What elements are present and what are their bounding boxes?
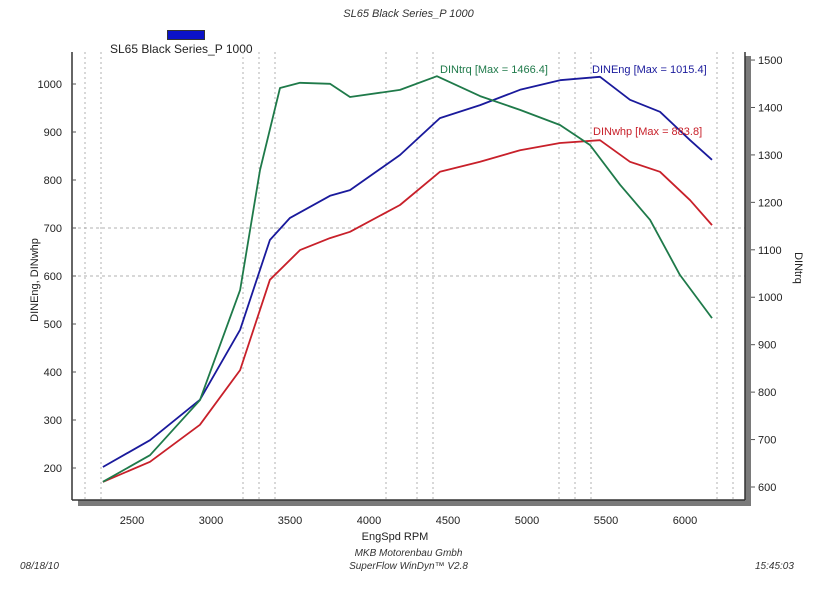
footer-date: 08/18/10 bbox=[20, 561, 59, 572]
series-line-dineng bbox=[102, 75, 713, 468]
y-right-tick-label: 900 bbox=[758, 340, 776, 352]
annotation-dintrq: DINtrq [Max = 1466.4] bbox=[440, 64, 548, 76]
y-right-tick-label: 1500 bbox=[758, 55, 782, 67]
chart-title: SL65 Black Series_P 1000 bbox=[343, 8, 474, 20]
legend-swatch bbox=[167, 30, 205, 40]
plot-frame bbox=[71, 52, 751, 506]
grid-lines bbox=[72, 52, 745, 500]
x-tick-label: 4000 bbox=[357, 515, 381, 527]
series-line-dintrq bbox=[102, 75, 713, 483]
y-left-tick-label: 200 bbox=[44, 463, 62, 475]
y-left-tick-label: 400 bbox=[44, 367, 62, 379]
y-right-tick-label: 1000 bbox=[758, 292, 782, 304]
x-tick-label: 5000 bbox=[515, 515, 539, 527]
footer-software: SuperFlow WinDyn™ V2.8 bbox=[349, 561, 468, 572]
y-right-tick-label: 1400 bbox=[758, 102, 782, 114]
annotation-dinwhp: DINwhp [Max = 883.8] bbox=[593, 126, 702, 138]
x-axis-label: EngSpd RPM bbox=[362, 531, 429, 543]
y-right-tick-label: 600 bbox=[758, 482, 776, 494]
y-right-tick-label: 700 bbox=[758, 435, 776, 447]
y-left-tick-label: 800 bbox=[44, 175, 62, 187]
y-axis-label-right: DINtrq bbox=[792, 252, 804, 284]
x-tick-label: 3500 bbox=[278, 515, 302, 527]
series-line-dinwhp bbox=[102, 139, 713, 483]
x-tick-label: 5500 bbox=[594, 515, 618, 527]
footer-company: MKB Motorenbau Gmbh bbox=[354, 548, 463, 559]
annotation-dineng: DINEng [Max = 1015.4] bbox=[592, 64, 707, 76]
y-left-tick-label: 500 bbox=[44, 319, 62, 331]
x-tick-label: 3000 bbox=[199, 515, 223, 527]
frame-shadow-bottom bbox=[78, 500, 751, 506]
series-annotations: DINEng [Max = 1015.4] DINwhp [Max = 883.8… bbox=[440, 64, 707, 138]
footer-time: 15:45:03 bbox=[755, 561, 794, 572]
y-left-tick-label: 900 bbox=[44, 127, 62, 139]
series-lines bbox=[102, 75, 713, 483]
y-left-tick-label: 1000 bbox=[38, 79, 62, 91]
y-axis-label-left: DINEng, DINwhp bbox=[29, 238, 41, 322]
y-right-tick-label: 1300 bbox=[758, 150, 782, 162]
legend-label: SL65 Black Series_P 1000 bbox=[110, 42, 253, 56]
y-left-tick-label: 700 bbox=[44, 223, 62, 235]
y-right-tick-label: 1100 bbox=[758, 245, 782, 257]
x-tick-label: 6000 bbox=[673, 515, 697, 527]
y-left-tick-label: 600 bbox=[44, 271, 62, 283]
x-tick-label: 4500 bbox=[436, 515, 460, 527]
y-right-tick-label: 800 bbox=[758, 387, 776, 399]
axis-ticks: 2500 3000 3500 4000 4500 5000 5500 6000 1000 900 8… bbox=[38, 55, 783, 527]
y-right-tick-label: 1200 bbox=[758, 197, 782, 209]
y-left-tick-label: 300 bbox=[44, 415, 62, 427]
frame-shadow-right bbox=[745, 56, 751, 506]
x-tick-label: 2500 bbox=[120, 515, 144, 527]
